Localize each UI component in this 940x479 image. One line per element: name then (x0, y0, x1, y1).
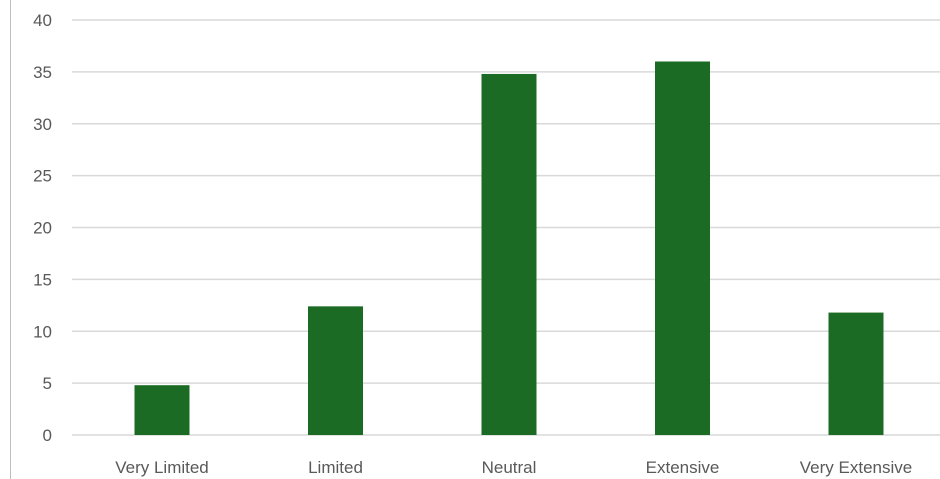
x-category-label: Very Extensive (800, 458, 912, 477)
y-tick-label: 20 (33, 219, 52, 238)
y-tick-label: 10 (33, 322, 52, 341)
y-tick-label: 15 (33, 270, 52, 289)
x-category-label: Limited (308, 458, 363, 477)
bar-very-extensive (828, 312, 884, 435)
y-tick-label: 0 (43, 426, 52, 445)
bar-limited (308, 306, 363, 435)
y-tick-label: 30 (33, 115, 52, 134)
y-tick-label: 25 (33, 167, 52, 186)
x-axis-category-labels: Very Limited Limited Neutral Extensive Very … (115, 458, 912, 477)
x-category-label: Very Limited (115, 458, 209, 477)
y-tick-label: 5 (43, 374, 52, 393)
x-category-label: Extensive (646, 458, 720, 477)
bar-neutral (481, 73, 537, 435)
chart-left-border (10, 0, 11, 479)
y-tick-label: 35 (33, 63, 52, 82)
bar-very-limited (134, 385, 190, 435)
y-axis-tick-labels: 0 5 10 15 20 25 30 35 40 (33, 11, 52, 445)
gridlines (72, 19, 940, 436)
bars (134, 61, 884, 435)
y-tick-label: 40 (33, 11, 52, 30)
bar-extensive (655, 61, 710, 435)
x-category-label: Neutral (482, 458, 537, 477)
